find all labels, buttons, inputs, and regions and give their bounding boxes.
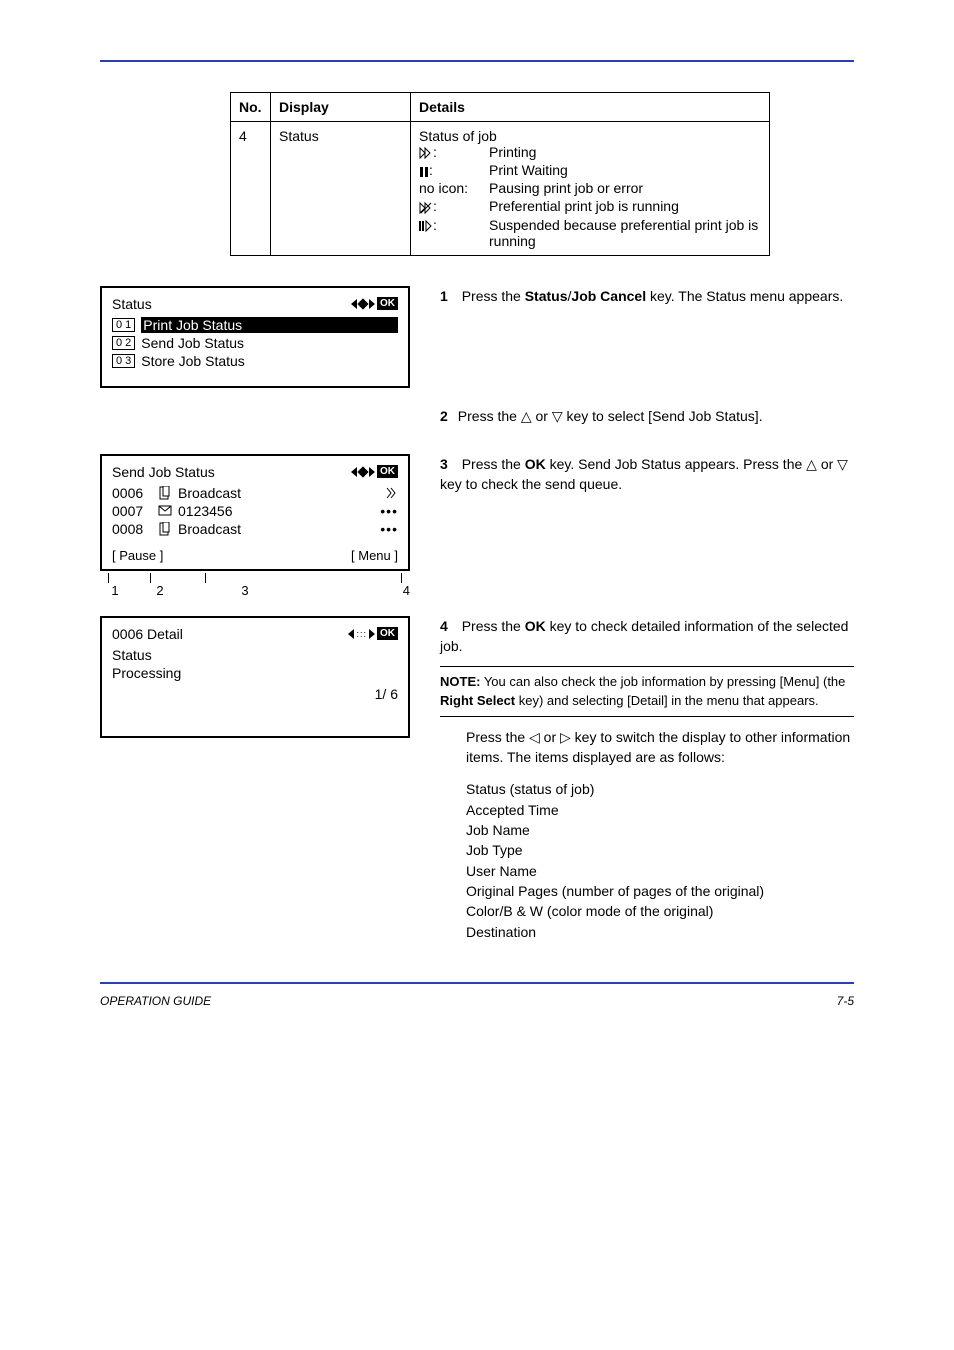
status-icon-pause: : [419,162,489,178]
status-icon-printing: : [419,144,489,160]
job-row: 0006 Broadcast [112,484,398,502]
callouts: 1 2 3 4 [100,573,410,598]
lcd-status-menu: Status OK 0 1 Print Job Status 0 2 Send Jo… [100,286,410,388]
footer-text: OPERATION GUIDE [100,994,211,1008]
lcd-line: Store Job Status [141,353,245,369]
doc-icon [158,522,172,536]
line-num: 0 3 [112,354,135,368]
status-text: Printing [489,144,761,160]
nav-icon: OK [351,297,398,310]
note-label: NOTE: [440,674,480,689]
info-items: Status (status of job) Accepted Time Job… [466,779,854,941]
play-icon [386,487,398,499]
lcd-send-job-status: Send Job Status OK 0006 Broadcast 0007 [100,454,410,571]
th-details: Details [411,93,770,122]
lcd-line: Send Job Status [141,335,244,351]
note-block: NOTE: You can also check the job informa… [440,666,854,716]
step-3: 3 Press the OK key. Send Job Status appe… [440,454,854,495]
after-note-text: Press the ◁ or ▷ key to switch the displ… [466,727,854,768]
page-number: 7-5 [837,994,854,1008]
line-num: 0 1 [112,318,135,332]
footer: OPERATION GUIDE 7-5 [100,994,854,1008]
softkey-pause: Pause [119,548,156,563]
lcd-title: Send Job Status [112,464,215,480]
step-4: 4 Press the OK key to check detailed inf… [440,616,854,657]
status-icon-suspended: : [419,217,489,249]
job-row: 0008 Broadcast ••• [112,520,398,538]
status-text: Pausing print job or error [489,180,761,196]
detail-line: Status [112,646,398,664]
cell-display: Status [271,122,411,256]
status-text: Print Waiting [489,162,761,178]
details-label: Status of job [419,128,761,144]
status-table: No. Display Details 4 Status Status of j… [230,92,770,256]
th-no: No. [231,93,271,122]
step-2: 2Press the △ or ▽ key to select [Send Jo… [440,406,854,426]
softkey-menu: Menu [358,548,391,563]
step-1: 1 Press the Status/Job Cancel key. The S… [440,286,854,306]
status-icon-pref: : [419,198,489,214]
detail-line: Processing [112,664,398,682]
doc-icon [158,486,172,500]
cell-no: 4 [231,122,271,256]
lcd-title: Status [112,296,152,312]
dots-icon: ••• [380,503,398,519]
dots-icon: ••• [380,521,398,537]
status-icon-none: no icon: [419,180,489,196]
lcd-line-selected: Print Job Status [141,317,398,333]
th-display: Display [271,93,411,122]
nav-icon: ::: OK [348,627,398,640]
lcd-detail: 0006 Detail ::: OK Status Processing 1/ … [100,616,410,738]
mail-icon [158,505,172,517]
cell-details: Status of job : Printing : Print Waiting… [411,122,770,256]
job-row: 0007 0123456 ••• [112,502,398,520]
status-text: Preferential print job is running [489,198,761,214]
nav-icon: OK [351,465,398,478]
detail-counter: 1/ 6 [112,686,398,702]
line-num: 0 2 [112,336,135,350]
lcd-title: 0006 Detail [112,626,183,642]
footer-rule [100,982,854,984]
status-text: Suspended because preferential print job… [489,217,761,249]
header-rule [100,60,854,62]
table-row: 4 Status Status of job : Printing : Prin… [231,122,770,256]
